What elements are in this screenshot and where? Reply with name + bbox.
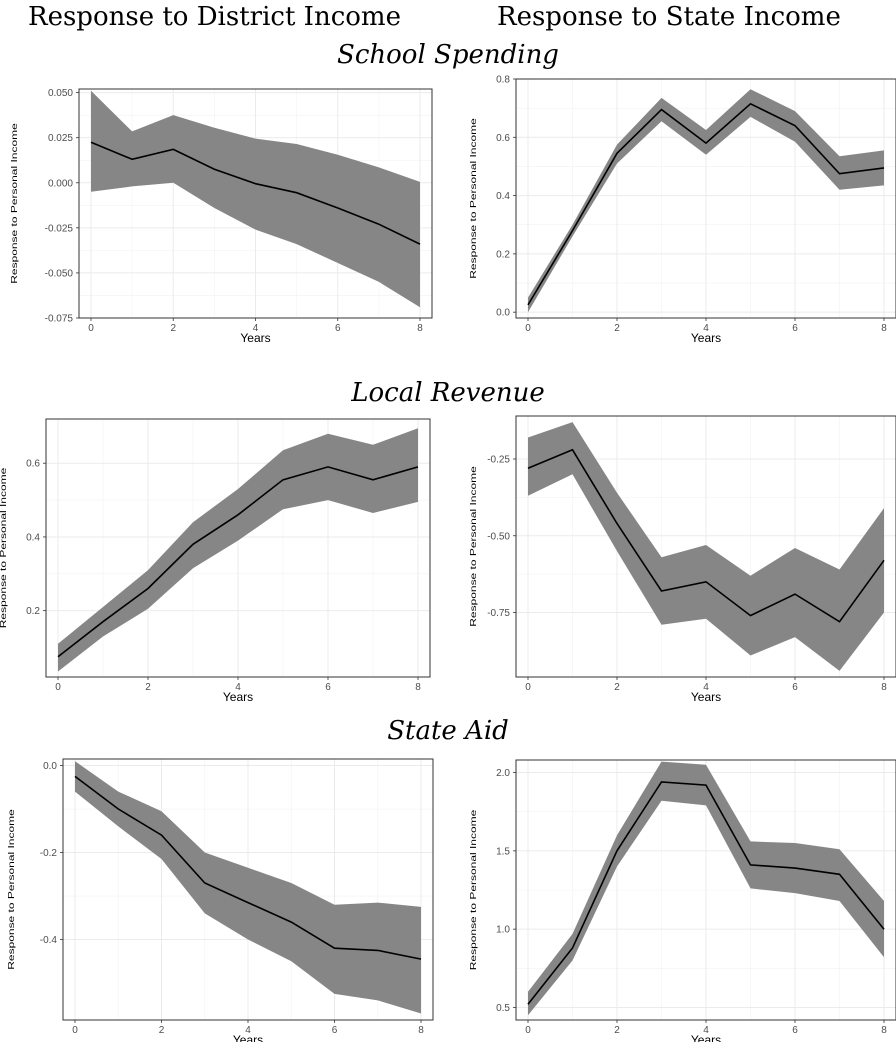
column-title-district: Response to District Income [28,2,401,32]
x-tick-label: 2 [614,323,620,334]
y-tick-label: -0.25 [487,454,510,465]
y-tick-label: 0.6 [26,459,40,470]
row-title-state-aid: State Aid [387,716,509,746]
x-tick-label: 8 [881,1025,887,1036]
y-tick-label: -0.050 [45,268,74,279]
x-tick-label: 0 [88,323,94,334]
x-tick-label: 8 [881,682,887,693]
x-tick-label: 2 [159,1025,165,1036]
y-tick-label: 1.0 [496,925,510,936]
panel-border [515,78,896,319]
confidence-band [528,422,884,671]
y-tick-label: 0.8 [496,75,510,86]
x-axis-title: Years [691,690,721,704]
chart-school-spending-state: 0 2 4 6 8 0.0 0.2 0.4 0.6 0.8 Years Response to Per… [469,75,896,345]
estimate-line [74,775,422,960]
x-tick-label: 0 [525,682,531,693]
x-tick-label: 4 [235,682,241,693]
column-title-state: Response to State Income [497,2,841,32]
x-tick-label: 0 [72,1025,78,1036]
x-tick-label: 6 [792,682,798,693]
y-tick-label: 0.5 [496,1003,510,1014]
panel-border [62,758,434,1021]
chart-state-aid-state: 0 2 4 6 8 0.5 1.0 1.5 2.0 Years Response to Person… [469,759,896,1042]
y-tick-label: -0.2 [40,848,58,859]
x-tick-label: 2 [614,682,620,693]
row-title-local-revenue: Local Revenue [351,378,545,408]
chart-school-spending-district: 0 2 4 6 8 -0.075 -0.050 -0.025 0.000 0.025 0.050 Ye… [10,88,433,345]
panel-border [78,88,433,319]
y-tick-label: -0.025 [45,223,74,234]
estimate-line [527,102,885,306]
x-tick-label: 4 [703,1025,709,1036]
x-tick-label: 4 [703,323,709,334]
y-tick-label: 0.4 [496,191,510,202]
x-tick-label: 6 [792,323,798,334]
y-tick-label: 0.0 [43,761,57,772]
y-tick-label: 0.4 [26,532,40,543]
y-tick-label: 0.2 [496,249,510,260]
x-axis-title: Years [223,690,253,704]
x-axis-title: Years [233,1033,263,1042]
x-axis-title: Years [240,331,270,345]
confidence-band [528,89,884,313]
y-tick-label: 0.050 [48,88,73,99]
x-tick-label: 6 [332,1025,338,1036]
x-tick-label: 6 [335,323,341,334]
x-axis-title: Years [691,331,721,345]
y-axis-title: Response to Personal Income [10,123,19,284]
x-tick-label: 8 [415,682,421,693]
x-tick-label: 0 [525,323,531,334]
y-tick-label: -0.075 [45,314,74,325]
x-tick-label: 0 [55,682,61,693]
estimate-line [527,448,885,623]
x-tick-label: 4 [703,682,709,693]
x-tick-label: 6 [325,682,331,693]
estimate-line [90,141,421,245]
y-tick-label: 0.2 [26,606,40,617]
y-axis-title: Response to Personal Income [469,118,478,279]
y-tick-label: 0.6 [496,133,510,144]
y-axis-title: Response to Personal Income [469,466,478,627]
confidence-band [91,90,420,308]
panel-border [515,759,896,1021]
y-tick-label: 0.000 [48,178,73,189]
chart-local-revenue-district: 0 2 4 6 8 0.2 0.4 0.6 Years Response to Personal … [0,418,431,704]
x-tick-label: 8 [881,323,887,334]
confidence-band [75,761,421,1014]
y-tick-label: 2.0 [496,768,510,779]
x-tick-label: 2 [145,682,151,693]
y-axis-title: Response to Personal Income [7,809,16,970]
y-tick-label: 0.025 [48,133,73,144]
x-tick-label: 4 [245,1025,251,1036]
x-tick-label: 4 [253,323,259,334]
estimate-line [527,781,885,1005]
x-tick-label: 6 [792,1025,798,1036]
y-axis-title: Response to Personal Income [469,810,478,971]
x-tick-label: 2 [614,1025,620,1036]
panel-border [45,418,431,678]
y-axis-title: Response to Personal Income [0,468,8,629]
x-axis-title: Years [691,1033,721,1042]
x-tick-label: 8 [418,1025,424,1036]
x-tick-label: 2 [170,323,176,334]
y-tick-label: 1.5 [496,846,510,857]
y-tick-label: -0.50 [487,531,510,542]
confidence-band [58,428,418,672]
estimate-line [57,466,419,658]
y-tick-label: -0.4 [40,935,58,946]
row-title-school-spending: School Spending [337,40,559,70]
panel-border [515,415,896,678]
y-tick-label: 0.0 [496,308,510,319]
x-tick-label: 8 [417,323,423,334]
chart-local-revenue-state: 0 2 4 6 8 -0.75 -0.50 -0.25 Years Response to Per… [469,415,896,704]
y-tick-label: -0.75 [487,608,510,619]
chart-state-aid-district: 0 2 4 6 8 -0.4 -0.2 0.0 Years Response to Persona… [7,758,434,1042]
x-tick-label: 0 [525,1025,531,1036]
